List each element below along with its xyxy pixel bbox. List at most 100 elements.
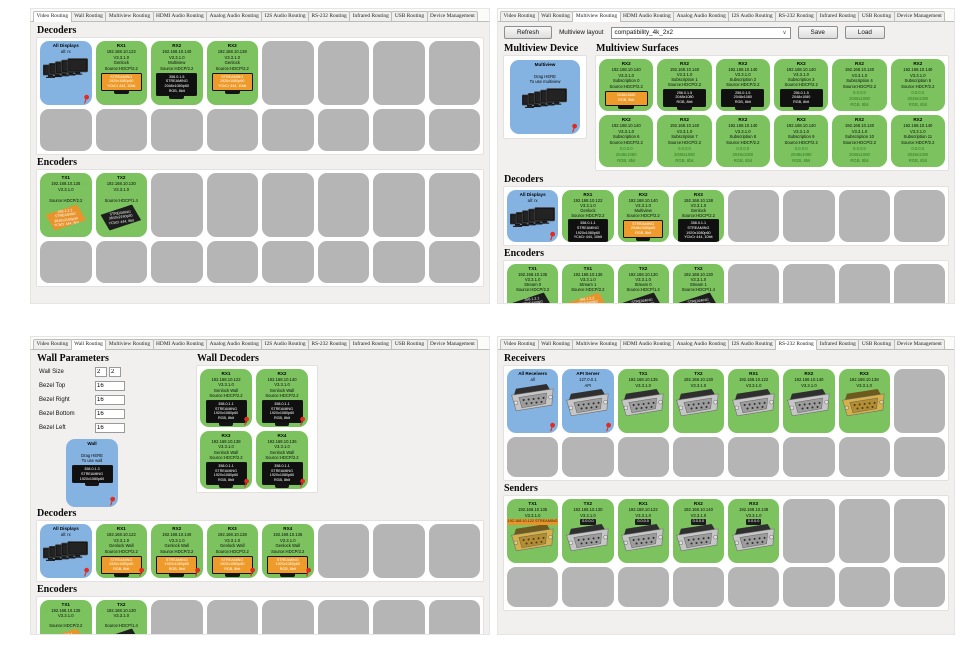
tab-device-management[interactable]: Device Management <box>426 10 479 21</box>
rx1-card[interactable]: RX1 192.168.10.122 V3.3.1.0 Genlock Wall Sou… <box>200 369 252 427</box>
tab-rs-232-routing[interactable]: RS-232 Routing <box>308 10 351 21</box>
bezel-left-input[interactable] <box>95 423 125 433</box>
tab-i2s-audio-routing[interactable]: I2S Audio Routing <box>728 338 777 349</box>
rx3-card[interactable]: RX3 192.168.10.138 V3.3.1.0 0.0.0.0 <box>728 499 780 563</box>
tab-rs-232-routing[interactable]: RS-232 Routing <box>775 10 818 21</box>
rx1-card[interactable]: RX1 192.168.10.122 V3.3.1.0 Genlock Source:H… <box>562 190 614 242</box>
tab-multiview-routing[interactable]: Multiview Routing <box>105 338 154 349</box>
rx1-card[interactable]: RX1 192.168.10.122 V3.3.1.0 0.0.0.0 <box>617 499 669 563</box>
refresh-button[interactable]: Refresh <box>504 26 553 39</box>
rx2-card[interactable]: RX2 192.168.10.140 V3.3.1.0 Multiview Source… <box>151 41 203 105</box>
tab-video-routing[interactable]: Video Routing <box>33 10 72 22</box>
tab-usb-routing[interactable]: USB Routing <box>858 338 895 349</box>
tx1-card[interactable]: TX1 192.168.10.135 V3.3.1.0 Source:HDCP/2.… <box>40 173 92 237</box>
tab-analog-audio-routing[interactable]: Analog Audio Routing <box>206 338 263 349</box>
tab-i2s-audio-routing[interactable]: I2S Audio Routing <box>261 338 310 349</box>
rx3-card[interactable]: RX3 192.168.10.138 V3.3.1.0 Genlock Source:H… <box>206 41 258 105</box>
tab-device-management[interactable]: Device Management <box>893 338 946 349</box>
bezel-bottom-input[interactable] <box>95 409 125 419</box>
tab-infrared-routing[interactable]: Infrared Routing <box>349 338 393 349</box>
all-receivers-card[interactable]: All Receivers all <box>507 369 559 433</box>
tab-rs-232-routing[interactable]: RS-232 Routing <box>775 338 818 350</box>
tx1-card[interactable]: TX1 192.168.10.135 V3.3.1.0 192.168.10.122 … <box>507 499 559 563</box>
wall-card[interactable]: Wall Drag HERE To use wall 358.0.1.3 STREAM… <box>66 439 118 507</box>
rx2-card[interactable]: RX2 192.168.10.140 V3.3.1.0 Genlock Wall Sou… <box>256 369 308 427</box>
wall-size-rows-input[interactable] <box>109 367 121 377</box>
tab-analog-audio-routing[interactable]: Analog Audio Routing <box>673 10 730 21</box>
tab-hdmi-audio-routing[interactable]: HDMI Audio Routing <box>619 10 675 21</box>
rx1-card[interactable]: RX1 192.168.10.122 V3.3.1.0 <box>728 369 780 433</box>
bezel-right-input[interactable] <box>95 395 125 405</box>
rx3-card[interactable]: RX3 192.168.10.138 V3.3.1.0 Genlock Source:H… <box>672 190 724 242</box>
rx3-card[interactable]: RX3 192.168.10.138 V3.3.1.0 Genlock Wall Sou… <box>206 524 258 578</box>
tab-hdmi-audio-routing[interactable]: HDMI Audio Routing <box>619 338 675 349</box>
tab-usb-routing[interactable]: USB Routing <box>391 10 428 21</box>
rx2-card[interactable]: RX2 192.168.10.140 V3.3.1.0 Subscription 10… <box>832 115 887 167</box>
rx3-card[interactable]: RX3 192.168.10.138 V3.3.1.0 Genlock Wall Sou… <box>200 431 252 489</box>
tab-multiview-routing[interactable]: Multiview Routing <box>105 10 154 21</box>
tx1-card[interactable]: TX1 192.168.10.135 V3.3.1.0 Stream 1 Source:… <box>562 264 614 303</box>
multiview-layout-combobox[interactable]: compatibility_4k_2x2 ∨ <box>610 26 791 39</box>
save-button[interactable]: Save <box>797 26 838 39</box>
tab-device-management[interactable]: Device Management <box>426 338 479 349</box>
tab-infrared-routing[interactable]: Infrared Routing <box>816 338 860 349</box>
rx2-card[interactable]: RX2 192.168.10.140 V3.3.1.0 0.0.0.0 <box>672 499 724 563</box>
rx1-card[interactable]: RX1 192.168.10.122 V3.3.1.0 Genlock Wall Sou… <box>95 524 147 578</box>
tx2-card[interactable]: TX2 192.168.10.130 V3.3.1.0 Source:HDCP/1.… <box>95 600 147 634</box>
api-server-card[interactable]: API Server 127.0.0.1 API <box>562 369 614 433</box>
tab-wall-routing[interactable]: Wall Routing <box>537 338 574 349</box>
all-displays-card[interactable]: All Displays all: rx <box>40 41 92 105</box>
all-displays-card[interactable]: All Displays all: rx <box>507 190 559 242</box>
rx2-card[interactable]: RX2 192.168.10.140 V3.3.1.0 <box>783 369 835 433</box>
bezel-top-input[interactable] <box>95 381 125 391</box>
tab-video-routing[interactable]: Video Routing <box>500 338 539 349</box>
tab-analog-audio-routing[interactable]: Analog Audio Routing <box>673 338 730 349</box>
tx1-card[interactable]: TX1 192.168.10.135 V3.3.1.0 <box>617 369 669 433</box>
tab-wall-routing[interactable]: Wall Routing <box>70 10 107 21</box>
rx4-card[interactable]: RX4 192.168.10.136 V3.3.1.0 Genlock Wall Sou… <box>262 524 314 578</box>
tab-wall-routing[interactable]: Wall Routing <box>70 338 107 350</box>
tx1-card[interactable]: TX1 192.168.10.135 V3.3.1.0 Source:HDCP/2.… <box>40 600 92 634</box>
tab-rs-232-routing[interactable]: RS-232 Routing <box>308 338 351 349</box>
tab-infrared-routing[interactable]: Infrared Routing <box>349 10 393 21</box>
rx4-card[interactable]: RX4 192.168.10.136 V3.3.1.0 Genlock Wall Sou… <box>256 431 308 489</box>
tab-wall-routing[interactable]: Wall Routing <box>537 10 574 21</box>
tab-hdmi-audio-routing[interactable]: HDMI Audio Routing <box>152 10 208 21</box>
rx1-card[interactable]: RX1 192.168.10.122 V3.3.1.0 Genlock Source:H… <box>95 41 147 105</box>
tx2-card[interactable]: TX2 192.168.10.130 V3.3.1.0 0.0.0.0 <box>562 499 614 563</box>
tab-usb-routing[interactable]: USB Routing <box>858 10 895 21</box>
tx2-card[interactable]: TX2 192.168.10.130 V3.3.1.0 Stream 0 Source:… <box>617 264 669 303</box>
all-displays-card[interactable]: All Displays all: rx <box>40 524 92 578</box>
tx2-card[interactable]: TX2 192.168.10.130 V3.3.1.0 Stream 1 Source:… <box>672 264 724 303</box>
tab-usb-routing[interactable]: USB Routing <box>391 338 428 349</box>
tab-hdmi-audio-routing[interactable]: HDMI Audio Routing <box>152 338 208 349</box>
tab-infrared-routing[interactable]: Infrared Routing <box>816 10 860 21</box>
rx3-card[interactable]: RX3 192.168.10.138 V3.3.1.0 <box>838 369 890 433</box>
tab-i2s-audio-routing[interactable]: I2S Audio Routing <box>728 10 777 21</box>
tab-multiview-routing[interactable]: Multiview Routing <box>572 10 621 22</box>
tab-multiview-routing[interactable]: Multiview Routing <box>572 338 621 349</box>
tx2-card[interactable]: TX2 192.168.10.130 V3.3.1.0 Source:HDCP/1.… <box>95 173 147 237</box>
multiview-card[interactable]: Multiview Drag HERE To use multiview <box>510 60 580 134</box>
tab-analog-audio-routing[interactable]: Analog Audio Routing <box>206 10 263 21</box>
tab-video-routing[interactable]: Video Routing <box>33 338 72 349</box>
tab-video-routing[interactable]: Video Routing <box>500 10 539 21</box>
tab-device-management[interactable]: Device Management <box>893 10 946 21</box>
load-button[interactable]: Load <box>844 26 885 39</box>
rx2-card[interactable]: RX2 192.168.10.140 V3.3.1.0 Genlock Wall Sou… <box>151 524 203 578</box>
tx1-card[interactable]: TX1 192.168.10.135 V3.3.1.0 Stream 0 Source:… <box>507 264 559 303</box>
rx2-card[interactable]: RX2 192.168.10.140 V3.3.1.0 Multiview Source… <box>617 190 669 242</box>
tx2-card[interactable]: TX2 192.168.10.130 V3.3.1.0 <box>672 369 724 433</box>
tab-i2s-audio-routing[interactable]: I2S Audio Routing <box>261 10 310 21</box>
wall-size-cols-input[interactable] <box>95 367 107 377</box>
